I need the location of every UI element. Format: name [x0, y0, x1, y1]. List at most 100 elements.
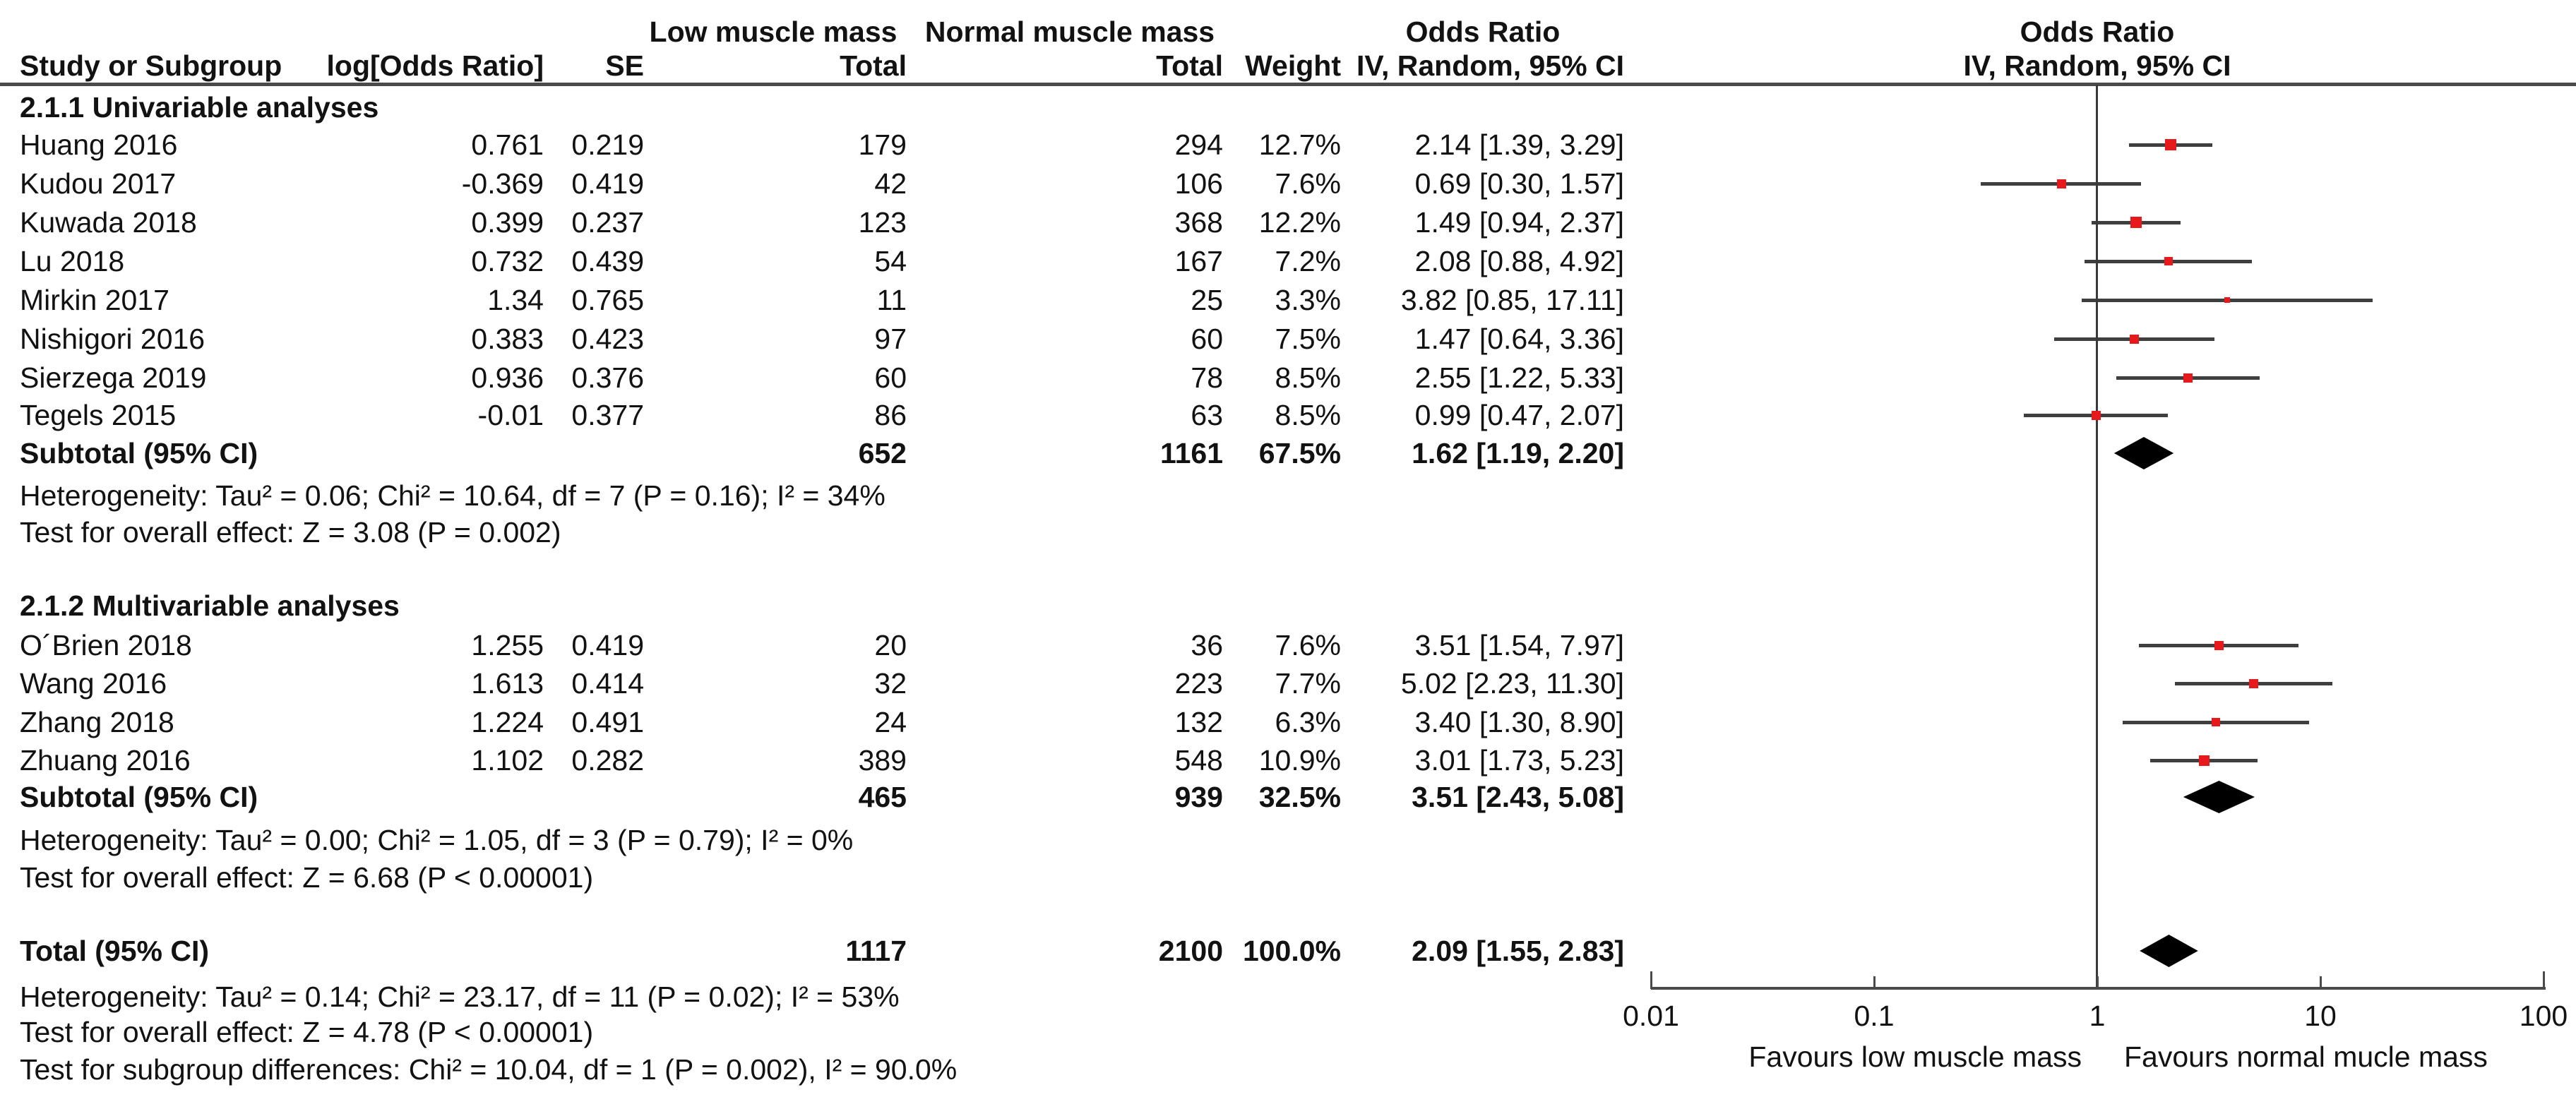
normal-total-value: 78 — [1191, 361, 1223, 394]
log-odds-ratio-value: 1.102 — [471, 744, 544, 777]
overall-effect-text: Test for overall effect: Z = 4.78 (P < 0… — [20, 1016, 594, 1048]
favours-right-label: Favours normal mucle mass — [2124, 1041, 2488, 1073]
se-value: 0.491 — [571, 706, 644, 738]
ci-text: 2.09 [1.55, 2.83] — [1412, 935, 1624, 967]
log-odds-ratio-value: 0.936 — [471, 361, 544, 394]
low-total-value: 32 — [874, 667, 907, 700]
log-odds-ratio-value: 0.383 — [471, 323, 544, 355]
total-label: Total (95% CI) — [20, 935, 210, 967]
study-name: Zhang 2018 — [20, 706, 174, 738]
se-value: 0.419 — [571, 629, 644, 661]
low-total-value: 42 — [874, 167, 907, 200]
column-header-log-odds-ratio: log[Odds Ratio] — [326, 49, 544, 82]
weight-value: 7.6% — [1275, 629, 1341, 661]
ci-text: 3.51 [1.54, 7.97] — [1414, 629, 1624, 661]
weight-value: 6.3% — [1275, 706, 1341, 738]
se-value: 0.414 — [571, 667, 644, 700]
heterogeneity-row: Heterogeneity: Tau² = 0.00; Chi² = 1.05,… — [0, 820, 2576, 860]
low-total-value: 24 — [874, 706, 907, 738]
heterogeneity-text: Heterogeneity: Tau² = 0.06; Chi² = 10.64… — [20, 479, 886, 512]
column-header-study: Study or Subgroup — [20, 49, 282, 82]
column-header-normal-muscle-mass: Normal muscle mass — [924, 16, 1215, 48]
ci-text: 3.40 [1.30, 8.90] — [1414, 706, 1624, 738]
subtotal-row: Subtotal (95% CI) 652 1161 67.5% 1.62 [1.19,… — [0, 433, 2576, 473]
subgroup-heading: 2.1.1 Univariable analyses — [20, 91, 379, 124]
ci-text: 1.62 [1.19, 2.20] — [1412, 437, 1624, 469]
subgroup-heading: 2.1.2 Multivariable analyses — [20, 589, 400, 622]
normal-total-value: 294 — [1174, 128, 1223, 161]
heterogeneity-text: Heterogeneity: Tau² = 0.14; Chi² = 23.17… — [20, 981, 900, 1013]
normal-total-value: 132 — [1174, 706, 1223, 738]
ci-text: 3.51 [2.43, 5.08] — [1412, 781, 1624, 813]
study-row: Kudou 2017 -0.369 0.419 42 106 7.6% 0.69 [0.30… — [0, 164, 2576, 203]
effect-marker — [2211, 718, 2220, 726]
weight-value: 100.0% — [1242, 935, 1341, 967]
low-total-value: 179 — [858, 128, 907, 161]
se-value: 0.377 — [571, 399, 644, 431]
effect-marker — [2164, 257, 2173, 265]
study-name: Mirkin 2017 — [20, 284, 169, 316]
ci-text: 0.69 [0.30, 1.57] — [1414, 167, 1624, 200]
normal-total-value: 223 — [1174, 667, 1223, 700]
column-header-total-low: Total — [840, 49, 907, 82]
axis-tick — [1873, 976, 1876, 989]
subtotal-label: Subtotal (95% CI) — [20, 781, 258, 813]
favours-left-label: Favours low muscle mass — [1748, 1041, 2082, 1073]
study-name: Wang 2016 — [20, 667, 167, 700]
ci-text: 3.01 [1.73, 5.23] — [1414, 744, 1624, 777]
axis-tick — [2320, 976, 2322, 989]
effect-marker — [2214, 640, 2224, 650]
column-header-total-normal: Total — [1156, 49, 1223, 82]
axis-tick-label: 0.1 — [1854, 1000, 1895, 1032]
center-line — [2096, 85, 2098, 987]
study-row: Kuwada 2018 0.399 0.237 123 368 12.2% 1.49 [0.… — [0, 203, 2576, 242]
se-value: 0.439 — [571, 245, 644, 277]
low-total-value: 652 — [858, 437, 907, 469]
axis-tick-label: 100 — [2519, 1000, 2568, 1032]
ci-text: 2.08 [0.88, 4.92] — [1414, 245, 1624, 277]
normal-total-value: 36 — [1191, 629, 1223, 661]
normal-total-value: 25 — [1191, 284, 1223, 316]
column-header-se: SE — [605, 49, 644, 82]
se-value: 0.423 — [571, 323, 644, 355]
study-name: Nishigori 2016 — [20, 323, 205, 355]
low-total-value: 86 — [874, 399, 907, 431]
subgroup-heading-row: 2.1.2 Multivariable analyses — [0, 586, 2576, 625]
normal-total-value: 167 — [1174, 245, 1223, 277]
study-name: Kudou 2017 — [20, 167, 177, 200]
effect-marker — [2198, 755, 2210, 766]
se-value: 0.376 — [571, 361, 644, 394]
log-odds-ratio-value: 1.34 — [487, 284, 544, 316]
study-row: Huang 2016 0.761 0.219 179 294 12.7% 2.14 [1.3… — [0, 125, 2576, 164]
ci-text: 3.82 [0.85, 17.11] — [1400, 284, 1624, 316]
subtotal-row: Subtotal (95% CI) 465 939 32.5% 3.51 [2.43, … — [0, 777, 2576, 817]
log-odds-ratio-value: -0.01 — [477, 399, 544, 431]
normal-total-value: 1161 — [1160, 437, 1223, 469]
overall-effect-text: Test for overall effect: Z = 3.08 (P = 0… — [20, 516, 561, 548]
effect-marker — [2165, 139, 2177, 150]
study-row: Zhang 2018 1.224 0.491 24 132 6.3% 3.40 [1.30,… — [0, 702, 2576, 742]
axis-tick — [2097, 976, 2099, 989]
log-odds-ratio-value: -0.369 — [461, 167, 544, 200]
effect-marker — [2092, 410, 2101, 420]
column-header-low-muscle-mass: Low muscle mass — [649, 16, 898, 48]
weight-value: 32.5% — [1258, 781, 1341, 813]
low-total-value: 123 — [858, 206, 907, 239]
ci-text: 2.55 [1.22, 5.33] — [1414, 361, 1624, 394]
effect-marker — [2130, 334, 2140, 344]
low-total-value: 60 — [874, 361, 907, 394]
subtotal-label: Subtotal (95% CI) — [20, 437, 258, 469]
axis-tick-label: 0.01 — [1623, 1000, 1679, 1032]
heterogeneity-row: Heterogeneity: Tau² = 0.06; Chi² = 10.64… — [0, 476, 2576, 515]
low-total-value: 97 — [874, 323, 907, 355]
low-total-value: 389 — [858, 744, 907, 777]
effect-marker — [2248, 678, 2258, 688]
normal-total-value: 548 — [1174, 744, 1223, 777]
study-name: Sierzega 2019 — [20, 361, 207, 394]
axis-tick — [1650, 971, 1652, 989]
effect-marker — [2183, 373, 2193, 383]
low-total-value: 1117 — [845, 935, 907, 967]
normal-total-value: 939 — [1174, 781, 1223, 813]
column-header-weight: Weight — [1245, 49, 1341, 82]
